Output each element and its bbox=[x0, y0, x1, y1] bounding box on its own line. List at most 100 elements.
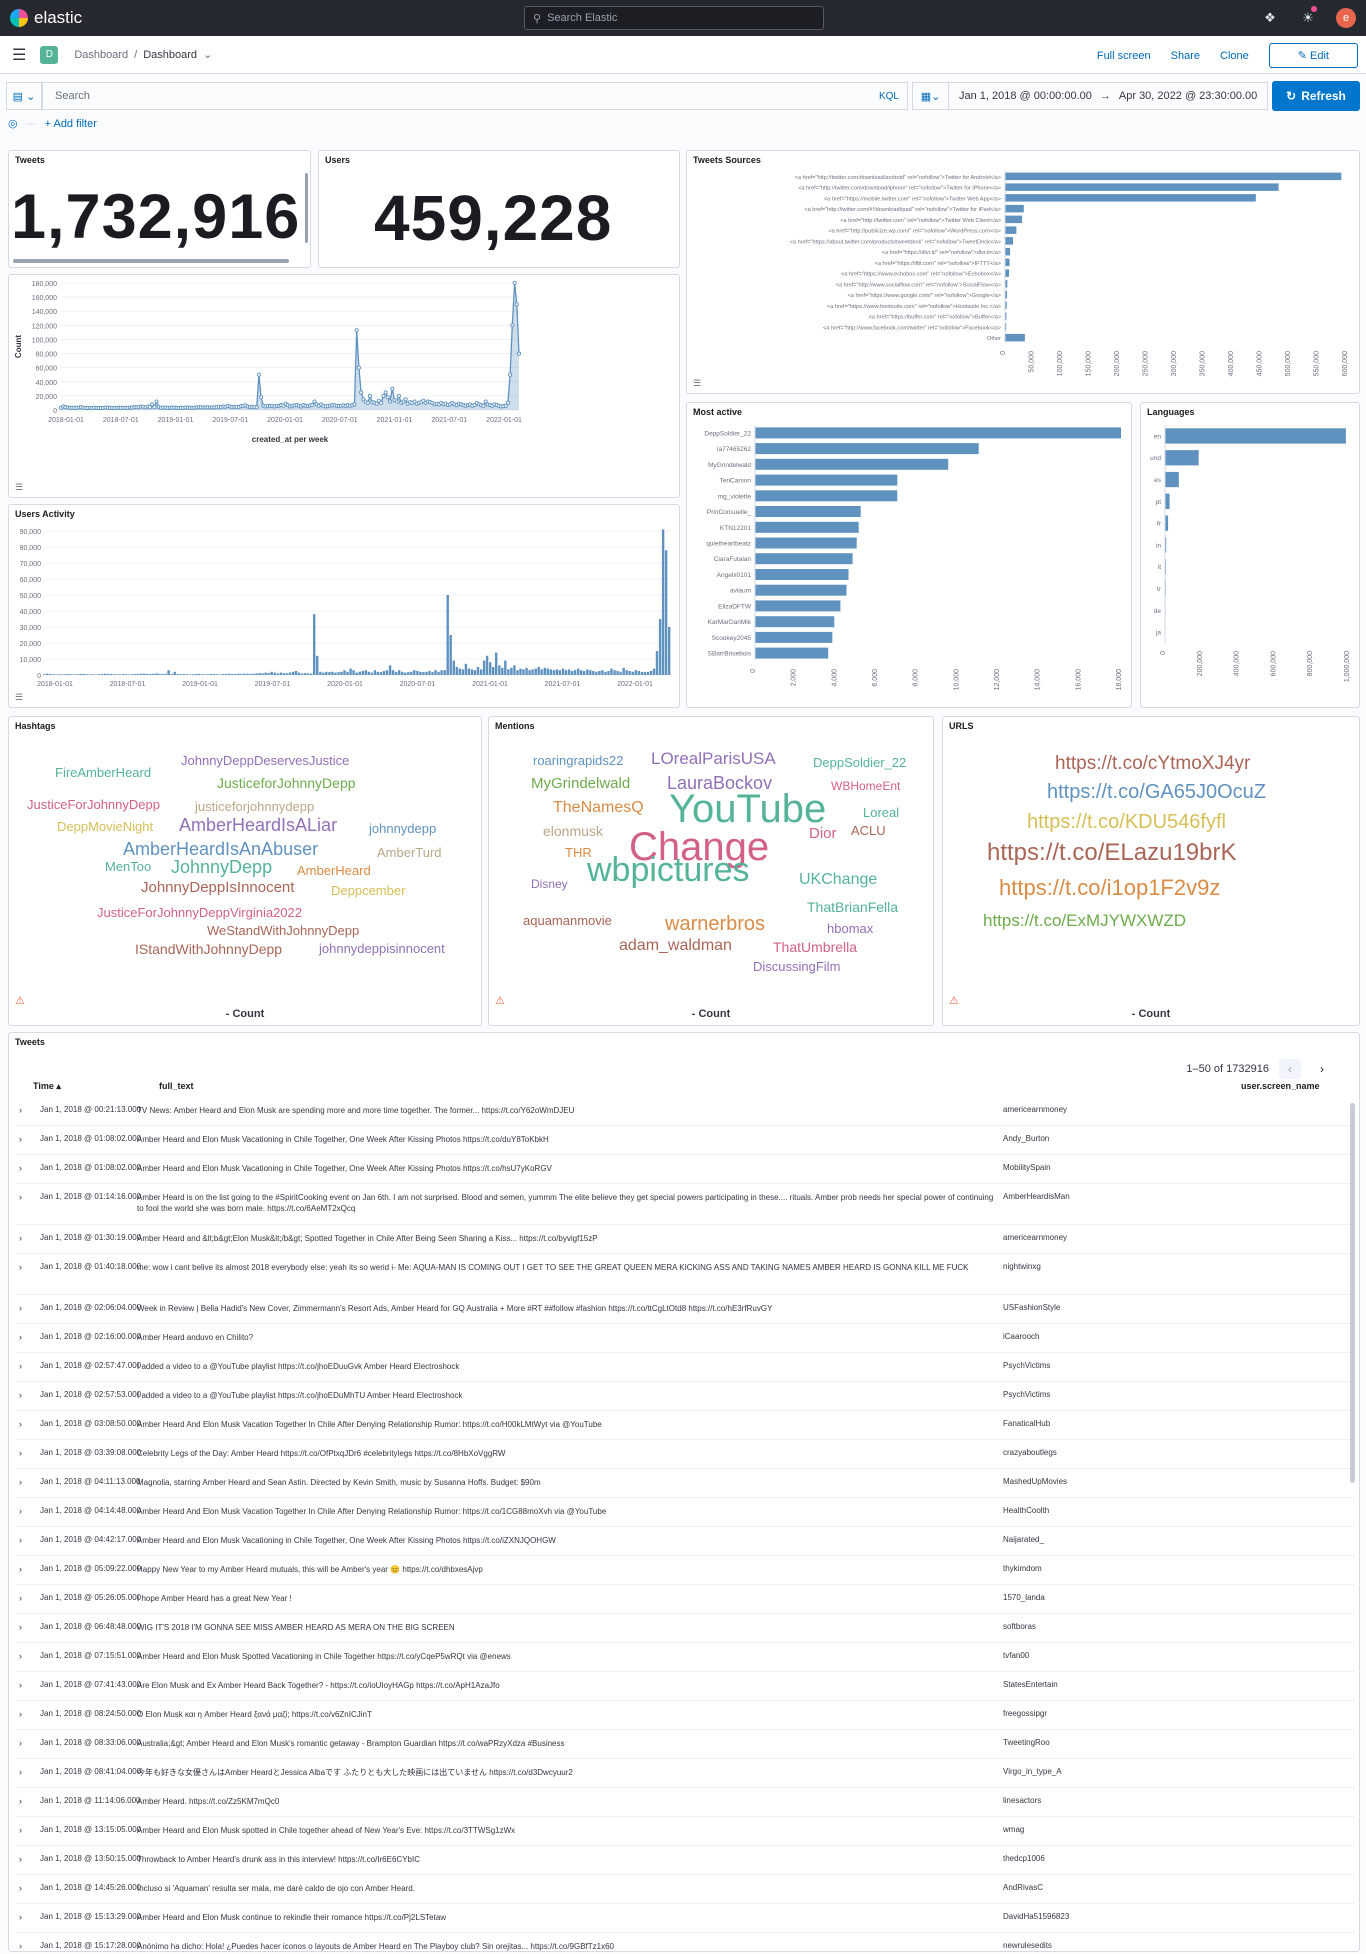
elastic-logo[interactable]: elastic bbox=[10, 8, 82, 28]
table-row[interactable]: › Jan 1, 2018 @ 01:14:16.000 Amber Heard i… bbox=[15, 1184, 1355, 1225]
cloud-word[interactable]: AmberHeard bbox=[297, 863, 371, 878]
table-scrollbar[interactable] bbox=[1350, 1103, 1355, 1483]
table-row[interactable]: › Jan 1, 2018 @ 15:13:29.000 Amber Heard a… bbox=[15, 1904, 1355, 1933]
table-row[interactable]: › Jan 1, 2018 @ 01:40:18.000 me: wow i can… bbox=[15, 1254, 1355, 1295]
cloud-word[interactable]: Change bbox=[629, 825, 770, 869]
expand-row-icon[interactable]: › bbox=[19, 1883, 22, 1893]
cloud-word[interactable]: https://t.co/ELazu19brK bbox=[987, 839, 1237, 866]
table-row[interactable]: › Jan 1, 2018 @ 01:30:19.000 Amber Heard a… bbox=[15, 1225, 1355, 1254]
expand-row-icon[interactable]: › bbox=[19, 1796, 22, 1806]
cloud-word[interactable]: wbpictures bbox=[587, 851, 750, 889]
expand-row-icon[interactable]: › bbox=[19, 1651, 22, 1661]
expand-row-icon[interactable]: › bbox=[19, 1680, 22, 1690]
cloud-word[interactable]: DeppSoldier_22 bbox=[813, 755, 907, 770]
cloud-word[interactable]: Loreal bbox=[863, 805, 900, 820]
table-row[interactable]: › Jan 1, 2018 @ 05:26:05.000 I hope Amber … bbox=[15, 1585, 1355, 1614]
add-filter-link[interactable]: + Add filter bbox=[44, 117, 97, 130]
expand-row-icon[interactable]: › bbox=[19, 1361, 22, 1371]
table-row[interactable]: › Jan 1, 2018 @ 11:14:06.000 Amber Heard. … bbox=[15, 1788, 1355, 1817]
expand-row-icon[interactable]: › bbox=[19, 1419, 22, 1429]
cloud-word[interactable]: JohnnyDepp bbox=[171, 857, 273, 877]
table-row[interactable]: › Jan 1, 2018 @ 07:41:43.000 Are Elon Musk… bbox=[15, 1672, 1355, 1701]
table-row[interactable]: › Jan 1, 2018 @ 01:08:02.000 Amber Heard a… bbox=[15, 1126, 1355, 1155]
expand-row-icon[interactable]: › bbox=[19, 1564, 22, 1574]
expand-row-icon[interactable]: › bbox=[19, 1535, 22, 1545]
cloud-word[interactable]: Dior bbox=[809, 825, 837, 842]
cloud-word[interactable]: https://t.co/i1op1F2v9z bbox=[999, 875, 1221, 900]
sort-asc-icon[interactable]: ▴ bbox=[56, 1081, 61, 1091]
newsfeed-icon[interactable]: ☀ bbox=[1298, 6, 1318, 28]
edit-button[interactable]: ✎ Edit bbox=[1268, 43, 1358, 68]
cloud-word[interactable]: JusticeforJohnnyDepp bbox=[217, 775, 356, 791]
expand-row-icon[interactable]: › bbox=[19, 1448, 22, 1458]
weekly-tweets-chart[interactable]: 0 20,000 40,000 60,000 80,000 100,000 120,000 1… bbox=[9, 275, 680, 498]
date-picker[interactable]: ▦⌄ Jan 1, 2018 @ 00:00:00.00 → Apr 30, 2… bbox=[912, 82, 1268, 110]
warning-icon[interactable]: ⚠ bbox=[495, 995, 505, 1007]
query-input[interactable]: Search KQL bbox=[42, 82, 908, 110]
table-row[interactable]: › Jan 1, 2018 @ 04:11:13.000 Magnolia, sta… bbox=[15, 1469, 1355, 1498]
cloud-word[interactable]: aquamanmovie bbox=[523, 913, 612, 928]
kql-toggle[interactable]: KQL bbox=[878, 90, 899, 102]
table-row[interactable]: › Jan 1, 2018 @ 15:17:28.000 Anónimo ha di… bbox=[15, 1933, 1355, 1951]
expand-row-icon[interactable]: › bbox=[19, 1477, 22, 1487]
table-row[interactable]: › Jan 1, 2018 @ 06:48:48.000 WIG IT'S 2018… bbox=[15, 1614, 1355, 1643]
column-header-full-text[interactable]: full_text bbox=[159, 1081, 194, 1091]
expand-row-icon[interactable]: › bbox=[19, 1332, 22, 1342]
panel-scrollbar[interactable] bbox=[305, 173, 308, 243]
expand-row-icon[interactable]: › bbox=[19, 1233, 22, 1243]
cloud-word[interactable]: johnnydepp bbox=[369, 821, 437, 836]
cloud-word[interactable]: Disney bbox=[531, 877, 568, 891]
date-end[interactable]: Apr 30, 2022 @ 23:30:00.00 bbox=[1118, 90, 1258, 102]
cloud-word[interactable]: LOrealParisUSA bbox=[651, 749, 776, 768]
expand-row-icon[interactable]: › bbox=[19, 1390, 22, 1400]
cloud-word[interactable]: elonmusk bbox=[543, 823, 603, 839]
table-row[interactable]: › Jan 1, 2018 @ 08:24:50.000 O Elon Musk κ… bbox=[15, 1701, 1355, 1730]
cloud-word[interactable]: JusticeForJohnnyDepp bbox=[27, 797, 160, 812]
table-row[interactable]: › Jan 1, 2018 @ 02:57:47.000 I added a vid… bbox=[15, 1353, 1355, 1382]
cloud-word[interactable]: THR bbox=[565, 845, 592, 860]
filter-icon[interactable]: ◎ bbox=[8, 118, 18, 130]
global-search-input[interactable]: ⚲ Search Elastic bbox=[524, 6, 824, 30]
expand-row-icon[interactable]: › bbox=[19, 1854, 22, 1864]
cloud-word[interactable]: UKChange bbox=[799, 871, 878, 888]
cloud-word[interactable]: MyGrindelwald bbox=[531, 775, 631, 792]
cloud-word[interactable]: johnnydeppisinnocent bbox=[319, 941, 445, 956]
users-activity-chart[interactable]: 0 10,000 20,000 30,000 40,000 50,000 60,000 70,… bbox=[9, 505, 680, 708]
column-header-time[interactable]: Time ▴ bbox=[33, 1081, 61, 1092]
expand-row-icon[interactable]: › bbox=[19, 1303, 22, 1313]
prev-page-button[interactable]: ‹ bbox=[1279, 1059, 1301, 1079]
full-screen-link[interactable]: Full screen bbox=[1096, 49, 1151, 62]
cloud-word[interactable]: JusticeForJohnnyDeppVirginia2022 bbox=[97, 905, 302, 920]
cloud-word[interactable]: DeppMovieNight bbox=[57, 819, 154, 834]
cloud-word[interactable]: https://t.co/KDU546fyfl bbox=[1027, 811, 1226, 833]
calendar-icon[interactable]: ▦⌄ bbox=[913, 83, 949, 109]
refresh-button[interactable]: ↻ Refresh bbox=[1272, 81, 1360, 111]
cloud-word[interactable]: adam_waldman bbox=[619, 937, 732, 954]
expand-row-icon[interactable]: › bbox=[19, 1767, 22, 1777]
cloud-word[interactable]: MenToo bbox=[105, 859, 152, 874]
table-row[interactable]: › Jan 1, 2018 @ 07:15:51.000 Amber Heard a… bbox=[15, 1643, 1355, 1672]
cloud-word[interactable]: roaringrapids22 bbox=[533, 753, 624, 768]
expand-row-icon[interactable]: › bbox=[19, 1825, 22, 1835]
cloud-word[interactable]: ThatBrianFella bbox=[807, 899, 899, 915]
table-row[interactable]: › Jan 1, 2018 @ 02:16:00.000 Amber Heard a… bbox=[15, 1324, 1355, 1353]
table-row[interactable]: › Jan 1, 2018 @ 03:08:50.000 Amber Heard A… bbox=[15, 1411, 1355, 1440]
tweets-sources-chart[interactable]: <a href="http://twitter.com/download/and… bbox=[687, 151, 1360, 394]
cloud-word[interactable]: IStandWithJohnnyDepp bbox=[135, 941, 283, 957]
table-row[interactable]: › Jan 1, 2018 @ 00:21:13.000 TV News: Ambe… bbox=[15, 1097, 1355, 1126]
cloud-word[interactable]: ACLU bbox=[851, 823, 886, 838]
cloud-word[interactable]: AmberTurd bbox=[377, 845, 442, 860]
table-row[interactable]: › Jan 1, 2018 @ 01:08:02.000 Amber Heard a… bbox=[15, 1155, 1355, 1184]
chevron-down-icon[interactable]: ⌄ bbox=[203, 49, 213, 61]
next-page-button[interactable]: › bbox=[1311, 1059, 1333, 1079]
table-row[interactable]: › Jan 1, 2018 @ 02:57:53.000 I added a vid… bbox=[15, 1382, 1355, 1411]
cloud-word[interactable]: https://t.co/GA65J0OcuZ bbox=[1047, 781, 1266, 803]
cloud-word[interactable]: https://t.co/ExMJYWXWZD bbox=[983, 911, 1187, 930]
expand-row-icon[interactable]: › bbox=[19, 1134, 22, 1144]
expand-row-icon[interactable]: › bbox=[19, 1192, 22, 1202]
legend-toggle-icon[interactable]: ☰ bbox=[15, 692, 24, 702]
help-icon[interactable]: ❖ bbox=[1264, 10, 1276, 25]
expand-row-icon[interactable]: › bbox=[19, 1163, 22, 1173]
table-row[interactable]: › Jan 1, 2018 @ 04:14:48.000 Amber Heard A… bbox=[15, 1498, 1355, 1527]
cloud-word[interactable]: AmberHeardIsAnAbuser bbox=[123, 839, 319, 859]
